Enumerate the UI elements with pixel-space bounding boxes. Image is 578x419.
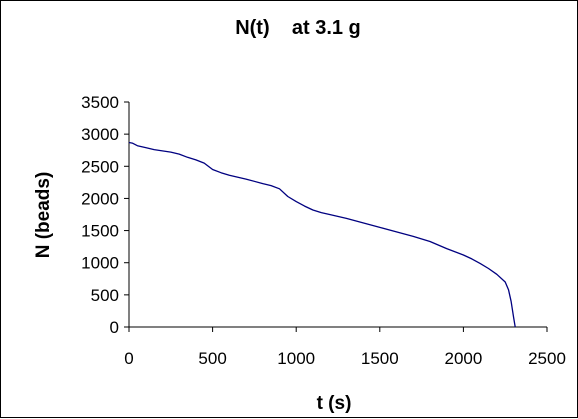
series-layer — [128, 141, 516, 328]
y-tick-label: 0 — [110, 318, 119, 337]
plot-area — [129, 102, 547, 327]
x-tick-label: 2000 — [444, 349, 482, 368]
x-tick-label: 500 — [198, 349, 226, 368]
x-axis-title: t (s) — [317, 393, 352, 414]
y-axis-title: N (beads) — [33, 172, 54, 259]
x-tick-label: 2500 — [528, 349, 566, 368]
x-tick-label: 1500 — [361, 349, 399, 368]
x-tick-label: 0 — [124, 349, 133, 368]
y-tick-label: 1000 — [81, 254, 119, 273]
y-tick-label: 3000 — [81, 125, 119, 144]
y-tick-label: 2000 — [81, 189, 119, 208]
series-line — [128, 141, 516, 328]
y-tick-label: 3500 — [81, 93, 119, 112]
y-tick-label: 1500 — [81, 222, 119, 241]
chart-title: N(t) at 3.1 g — [235, 17, 361, 39]
y-axis-ticks: 0 500 1000 1500 2000 2500 3000 3500 — [81, 93, 129, 337]
y-tick-label: 2500 — [81, 157, 119, 176]
x-tick-label: 1000 — [277, 349, 315, 368]
x-axis-ticks: 0 500 1000 1500 2000 2500 — [124, 327, 566, 368]
y-tick-label: 500 — [91, 286, 119, 305]
